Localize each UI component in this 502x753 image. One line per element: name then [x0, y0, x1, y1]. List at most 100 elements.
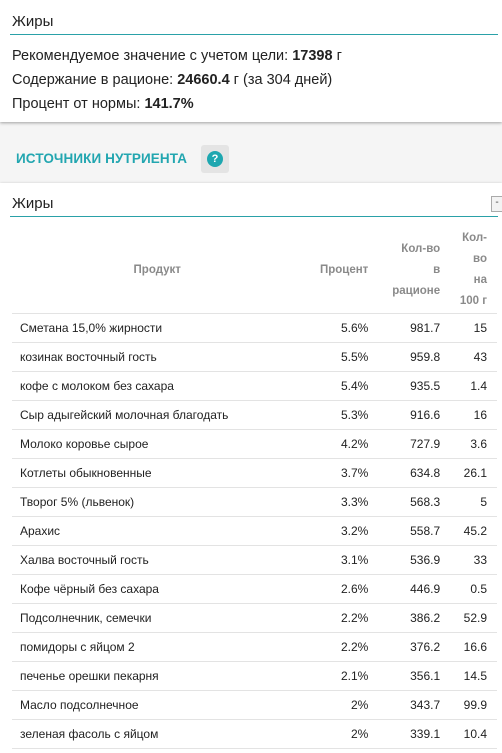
per100-cell: 99.9	[441, 691, 497, 720]
summary-title-text: Жиры	[12, 13, 53, 30]
column-header-product[interactable]: Продукт	[12, 227, 302, 314]
amount-cell: 386.2	[369, 604, 441, 633]
sources-heading: ИСТОЧНИКИ НУТРИЕНТА	[16, 151, 187, 166]
product-cell: Творог 5% (львенок)	[12, 488, 302, 517]
per100-cell: 10.4	[441, 720, 497, 749]
amount-cell: 376.2	[369, 633, 441, 662]
percent-cell: 4.2%	[302, 430, 369, 459]
table-row: Запеканка творожная 9% классическая1.9%3…	[12, 749, 497, 753]
per100-cell: 5	[441, 488, 497, 517]
per100-cell: 16.6	[441, 633, 497, 662]
percent-cell: 2%	[302, 691, 369, 720]
percent-cell: 2.6%	[302, 575, 369, 604]
per100-cell: 14.5	[441, 662, 497, 691]
product-cell: помидоры с яйцом 2	[12, 633, 302, 662]
percent-cell: 5.4%	[302, 372, 369, 401]
amount-cell: 935.5	[369, 372, 441, 401]
per100-header-line: 100 г	[460, 295, 487, 307]
amount-cell: 356.1	[369, 662, 441, 691]
amount-header-line: рационе	[392, 285, 440, 297]
product-cell: козинак восточный гость	[12, 343, 302, 372]
per100-cell: 43	[441, 343, 497, 372]
per100-header-line: Кол-	[462, 232, 487, 244]
per100-header-line: на	[474, 274, 487, 286]
percent-value: 141.7%	[144, 96, 193, 112]
product-cell: кофе с молоком без сахара	[12, 372, 302, 401]
amount-cell: 339.1	[369, 720, 441, 749]
question-icon: ?	[207, 151, 223, 167]
percent-cell: 3.2%	[302, 517, 369, 546]
amount-cell: 322.8	[369, 749, 441, 753]
per100-cell: 26.1	[441, 459, 497, 488]
percent-cell: 1.9%	[302, 749, 369, 753]
percent-cell: 3.3%	[302, 488, 369, 517]
content-line: Содержание в рационе: 24660.4 г (за 304 …	[12, 68, 342, 92]
per100-header-line: во	[473, 253, 487, 265]
recommended-label: Рекомендуемое значение с учетом цели:	[12, 48, 292, 64]
product-cell: Кофе чёрный без сахара	[12, 575, 302, 604]
recommended-value: 17398	[292, 48, 332, 64]
amount-header-line: в	[433, 264, 440, 276]
summary-stats: Рекомендуемое значение с учетом цели: 17…	[12, 44, 342, 116]
amount-cell: 981.7	[369, 314, 441, 343]
product-cell: печенье орешки пекарня	[12, 662, 302, 691]
per100-cell: 1.4	[441, 372, 497, 401]
nutrient-summary-card: Жиры Рекомендуемое значение с учетом цел…	[0, 0, 502, 122]
collapse-button[interactable]: -	[491, 196, 502, 212]
column-header-percent[interactable]: Процент	[302, 227, 369, 314]
summary-title: Жиры	[10, 10, 498, 35]
recommended-line: Рекомендуемое значение с учетом цели: 17…	[12, 44, 342, 68]
percent-label: Процент от нормы:	[12, 96, 144, 112]
per100-cell: 0.5	[441, 575, 497, 604]
per100-cell: 15	[441, 314, 497, 343]
per100-cell: 33	[441, 546, 497, 575]
percent-cell: 3.7%	[302, 459, 369, 488]
product-cell: Сметана 15,0% жирности	[12, 314, 302, 343]
column-header-per100[interactable]: Кол- во на 100 г	[441, 227, 497, 314]
percent-cell: 2.1%	[302, 662, 369, 691]
per100-cell: 10.1	[441, 749, 497, 753]
product-cell: Халва восточный гость	[12, 546, 302, 575]
percent-cell: 2.2%	[302, 604, 369, 633]
amount-cell: 959.8	[369, 343, 441, 372]
product-cell: Молоко коровье сырое	[12, 430, 302, 459]
amount-cell: 568.3	[369, 488, 441, 517]
product-cell: зеленая фасоль с яйцом	[12, 720, 302, 749]
recommended-unit: г	[333, 48, 342, 64]
sources-table: Продукт Процент Кол-во в рационе Кол- во…	[12, 227, 497, 753]
percent-cell: 5.5%	[302, 343, 369, 372]
percent-cell: 5.3%	[302, 401, 369, 430]
per100-cell: 45.2	[441, 517, 497, 546]
product-cell: Подсолнечник, семечки	[12, 604, 302, 633]
amount-cell: 343.7	[369, 691, 441, 720]
amount-cell: 558.7	[369, 517, 441, 546]
column-header-amount[interactable]: Кол-во в рационе	[369, 227, 441, 314]
per100-cell: 3.6	[441, 430, 497, 459]
amount-cell: 446.9	[369, 575, 441, 604]
help-button[interactable]: ?	[201, 145, 229, 173]
percent-line: Процент от нормы: 141.7%	[12, 92, 342, 116]
content-label: Содержание в рационе:	[12, 72, 177, 88]
amount-cell: 916.6	[369, 401, 441, 430]
percent-cell: 3.1%	[302, 546, 369, 575]
sources-table-title-text: Жиры	[12, 195, 53, 212]
content-suffix: г (за 304 дней)	[230, 72, 333, 88]
percent-cell: 5.6%	[302, 314, 369, 343]
amount-cell: 727.9	[369, 430, 441, 459]
amount-header-line: Кол-во	[401, 243, 440, 255]
product-cell: Котлеты обыкновенные	[12, 459, 302, 488]
product-cell: Сыр адыгейский молочная благодать	[12, 401, 302, 430]
table-header-row: Продукт Процент Кол-во в рационе Кол- во…	[12, 227, 497, 314]
